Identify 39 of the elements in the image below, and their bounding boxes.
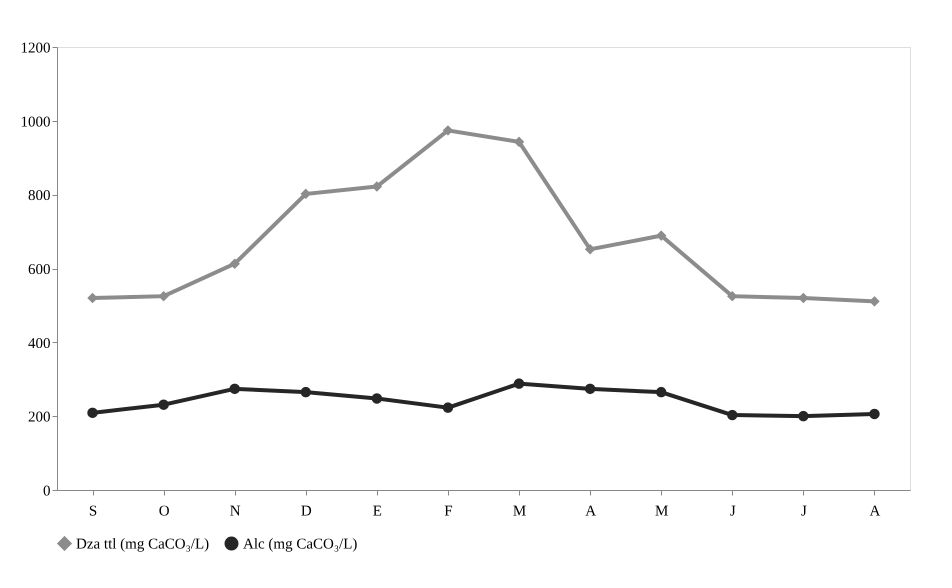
y-tick-label: 800 [28,188,50,204]
legend-label: Alc (mg CaCO₃/L) [243,536,358,553]
x-tick-label: D [300,504,312,520]
point [300,386,312,398]
x-tick-label: A [585,504,596,520]
point [869,408,880,420]
point [727,410,738,420]
x-tick-label: M [655,504,668,520]
point [87,408,98,418]
point [798,410,809,422]
x-tick-label: A [870,504,881,520]
x-tick-label: E [372,504,382,520]
point [158,399,169,410]
x-tick-label: S [88,504,98,520]
y-tick-label: 0 [43,484,50,500]
legend-label: Dza ttl (mg CaCO₃/L) [76,536,210,553]
point [584,384,596,394]
x-tick-label: J [800,504,807,520]
point [442,125,454,136]
point [514,378,524,389]
point [229,384,240,394]
y-tick-label: 600 [28,262,50,278]
y-tick-label: 400 [28,336,50,352]
x-tick-label: M [512,504,526,520]
point [442,402,454,413]
point [372,393,382,404]
y-tick-label: 1200 [20,40,50,56]
y-tick-label: 200 [28,410,50,426]
point [656,386,666,398]
x-tick-label: O [158,504,170,520]
point [372,181,382,192]
point [229,258,240,269]
x-tick-label: J [730,504,736,520]
point [584,244,596,255]
y-tick-label: 1000 [20,114,50,130]
x-tick-label: N [230,504,241,520]
point [514,136,524,148]
x-tick-label: F [444,504,453,520]
point [656,230,666,241]
